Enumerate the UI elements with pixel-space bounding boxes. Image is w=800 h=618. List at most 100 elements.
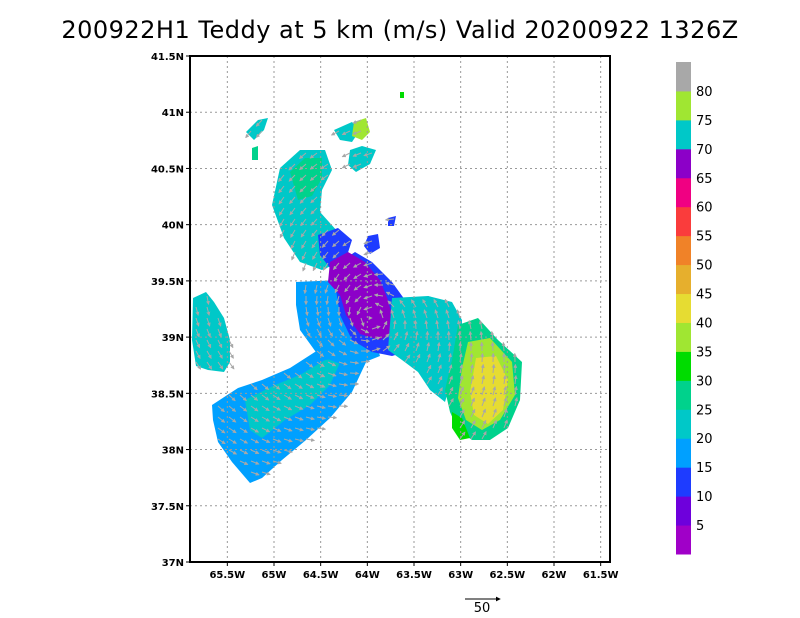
wind-vector	[404, 331, 409, 341]
wind-vector	[320, 174, 329, 181]
wind-vector	[437, 364, 442, 374]
colorbar-swatch	[676, 438, 691, 468]
wind-vector	[446, 319, 451, 330]
wind-vector	[291, 251, 296, 261]
colorbar-swatch	[676, 148, 691, 179]
wind-vector	[425, 330, 430, 341]
wind-vector	[283, 449, 293, 454]
wind-region-west-patch	[192, 292, 230, 372]
wind-vector	[363, 284, 373, 289]
wind-vector	[352, 130, 362, 135]
colorbar-label: 10	[696, 490, 713, 505]
wind-vector	[457, 330, 462, 341]
wind-vector	[338, 372, 348, 377]
colorbar-label: 35	[696, 345, 713, 360]
x-tick-label: 64.5W	[303, 570, 339, 581]
wind-vector	[448, 386, 454, 396]
wind-vector	[261, 394, 270, 401]
colorbar-swatch	[676, 409, 691, 439]
wind-vector	[410, 299, 417, 308]
wind-vector	[390, 309, 395, 319]
wind-vector	[305, 328, 311, 338]
wind-vector	[470, 419, 476, 429]
wind-vector	[294, 372, 303, 379]
wind-vector	[283, 427, 293, 432]
wind-vector	[312, 262, 318, 272]
wind-vector	[261, 383, 269, 390]
wind-vector	[312, 251, 318, 260]
wind-vector	[217, 339, 223, 349]
wind-vector	[316, 361, 325, 368]
wind-vector	[195, 317, 200, 327]
wind-vector	[309, 152, 318, 159]
wind-vector	[305, 372, 314, 378]
wind-vector	[458, 352, 463, 363]
wind-vector	[239, 405, 248, 412]
colorbar-swatch	[676, 293, 691, 323]
wind-vector	[309, 174, 318, 181]
wind-vector	[349, 360, 360, 365]
wind-vector	[206, 306, 211, 316]
colorbar-swatch	[676, 467, 691, 497]
wind-vector	[338, 350, 348, 356]
colorbar-swatch	[676, 206, 691, 237]
wind-vector	[195, 328, 200, 338]
wind-vector	[303, 284, 308, 295]
wind-vector	[480, 352, 485, 363]
wind-vector	[502, 363, 507, 374]
wind-vector	[459, 397, 465, 407]
reference-vector-label: 50	[474, 601, 491, 616]
wind-vector	[422, 299, 428, 308]
colorbar-swatch	[676, 119, 691, 150]
wind-vector	[448, 375, 453, 385]
wind-vector	[300, 218, 307, 227]
wind-vector	[316, 372, 326, 378]
wind-vector	[290, 240, 296, 250]
wind-vector	[404, 342, 410, 352]
wind-vector	[294, 427, 304, 432]
colorbar-swatch	[676, 62, 691, 92]
wind-vector	[459, 420, 466, 429]
map-frame	[189, 55, 611, 563]
wind-vector	[300, 229, 307, 238]
wind-vector	[300, 207, 307, 215]
wind-vector	[228, 449, 238, 455]
wind-vector	[363, 152, 373, 157]
wind-vector	[217, 361, 224, 370]
wind-vector	[327, 317, 332, 327]
wind-vector	[316, 415, 327, 420]
wind-vector	[250, 394, 259, 401]
wind-vector	[305, 437, 316, 442]
colorbar-swatch	[676, 351, 691, 381]
wind-vector	[311, 240, 318, 249]
wind-vector	[363, 295, 373, 300]
latitude-axis: 37N 37.5N 38N 38.5N 39N 39.5N 40N 40.5N 41N 41.5N	[151, 52, 190, 569]
wind-vector	[195, 339, 201, 349]
wind-vector	[338, 328, 345, 337]
wind-vector	[371, 325, 381, 330]
wind-vector	[206, 361, 213, 370]
colorbar-label: 70	[696, 143, 713, 158]
wind-vector	[459, 409, 465, 418]
colorbar-label: 80	[696, 85, 713, 100]
wind-vector	[470, 397, 475, 407]
wind-vector	[217, 350, 223, 359]
x-tick-label: 63.5W	[396, 570, 432, 581]
wind-vector	[239, 416, 248, 423]
wind-vector	[433, 298, 439, 308]
x-tick-label: 62W	[542, 570, 567, 581]
wind-vector	[426, 342, 431, 352]
wind-vector	[413, 319, 418, 330]
wind-vector	[356, 306, 362, 316]
wind-vector	[228, 427, 237, 434]
wind-vector	[343, 273, 351, 281]
wind-vector	[305, 405, 315, 410]
x-tick-label: 64W	[355, 570, 380, 581]
wind-vector	[437, 375, 443, 385]
wind-vector	[490, 330, 495, 341]
wind-vector	[503, 408, 508, 418]
wind-vector	[321, 240, 329, 248]
wind-vector	[349, 350, 359, 355]
wind-vector	[371, 347, 381, 352]
